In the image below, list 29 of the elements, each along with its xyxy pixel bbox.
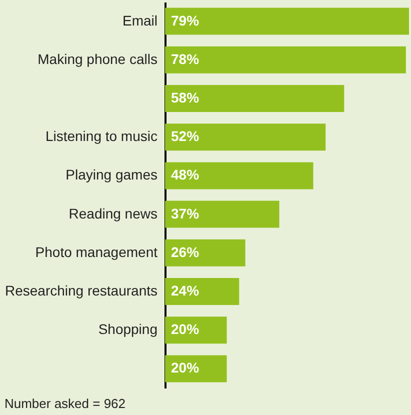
data-label: 24% — [171, 282, 200, 298]
text: Number asked = 962 — [4, 396, 126, 411]
bar — [165, 162, 314, 190]
bar — [165, 200, 280, 228]
bar — [165, 8, 409, 35]
data-label: 48% — [171, 166, 200, 183]
data-label: 26% — [171, 244, 200, 260]
data-label: 20% — [171, 321, 200, 338]
data-label: 37% — [171, 205, 200, 222]
y-tick-label: Playing games — [66, 166, 158, 183]
y-tick-label: Photo management — [35, 244, 158, 260]
data-label: 58% — [171, 90, 200, 106]
data-label: 79% — [171, 12, 200, 28]
data-label: 78% — [171, 50, 200, 67]
bar — [165, 316, 227, 344]
data-label: 20% — [171, 360, 200, 376]
bar — [165, 46, 406, 74]
bar — [165, 239, 246, 266]
bar — [165, 355, 227, 382]
bar — [165, 84, 344, 112]
bar — [165, 278, 240, 306]
y-tick-label: Listening to music — [45, 128, 158, 144]
data-label: 52% — [171, 128, 200, 144]
y-tick-label: Email — [122, 12, 158, 28]
y-tick-label: Shopping — [98, 321, 158, 338]
y-tick-label: Researching restaurants — [4, 282, 158, 298]
y-tick-label: Reading news — [68, 205, 158, 222]
y-tick-label: Making phone calls — [38, 50, 158, 67]
bar — [165, 124, 326, 151]
